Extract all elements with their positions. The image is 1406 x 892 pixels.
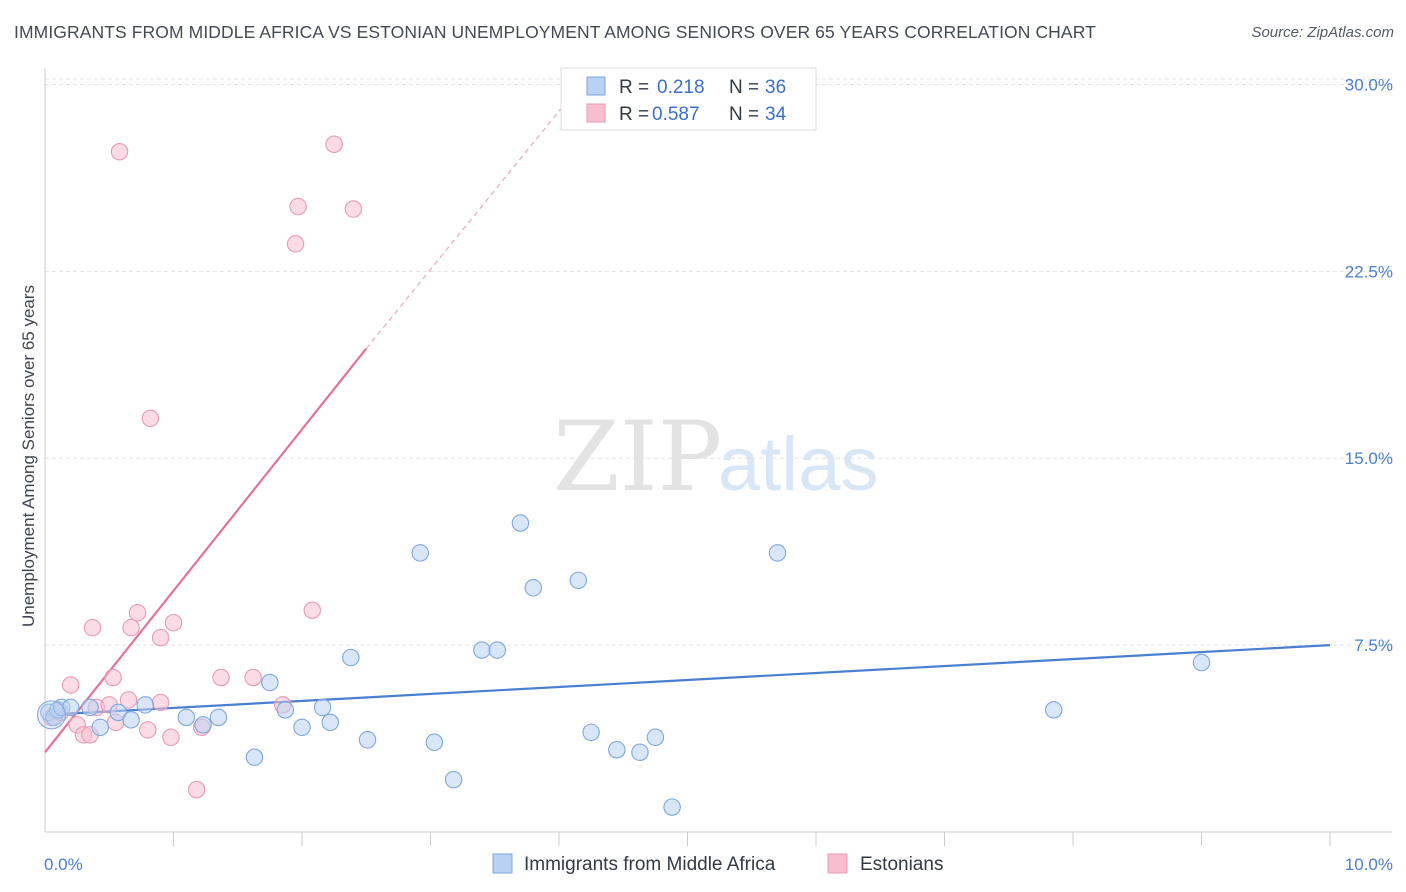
- trend-line-estonians-extension: [365, 79, 586, 349]
- point-estonians-14: [128, 603, 147, 622]
- x-tick-labels: 0.0% 10.0%: [44, 855, 1393, 874]
- point-estonians-18: [151, 628, 170, 647]
- point-immigrants-23: [444, 770, 463, 789]
- point-estonians-23: [212, 668, 230, 687]
- point-immigrants-11: [194, 716, 212, 734]
- legend-label-immigrants: Immigrants from Middle Africa: [524, 854, 776, 875]
- point-estonians-19: [162, 728, 180, 747]
- x-tick-label-1: 10.0%: [1345, 855, 1393, 874]
- trend-line-estonians: [44, 347, 368, 753]
- legend-n-value-2: 34: [765, 104, 787, 125]
- point-immigrants-19: [342, 648, 360, 667]
- point-estonians-24: [244, 668, 262, 687]
- point-estonians-26: [286, 235, 305, 253]
- point-immigrants-29: [582, 723, 600, 742]
- point-immigrants-5: [81, 698, 99, 717]
- point-immigrants-8: [122, 711, 140, 729]
- point-estonians-20: [164, 613, 183, 632]
- watermark-atlas: atlas: [718, 422, 879, 507]
- point-estonians-29: [325, 135, 343, 154]
- trend-line-immigrants: [44, 644, 1331, 716]
- point-immigrants-27: [524, 579, 543, 597]
- point-immigrants-20: [358, 731, 377, 749]
- source-label: Source: ZipAtlas.com: [1251, 24, 1394, 41]
- point-immigrants-36: [1192, 653, 1211, 672]
- point-immigrants-33: [663, 798, 681, 816]
- series-legend: Immigrants from Middle Africa Estonians: [492, 853, 943, 875]
- legend-r-value-2: 0.587: [652, 104, 700, 125]
- point-estonians-15: [139, 721, 157, 739]
- point-estonians-27: [289, 197, 307, 216]
- point-immigrants-35: [1044, 701, 1063, 719]
- x-tick-label-0: 0.0%: [44, 855, 83, 874]
- point-immigrants-17: [313, 698, 332, 717]
- point-estonians-17: [151, 693, 170, 712]
- legend-swatch-estonians: [827, 853, 848, 874]
- point-immigrants-21: [411, 544, 429, 562]
- point-immigrants-18: [321, 713, 340, 732]
- y-tick-label-0: 7.5%: [1354, 636, 1393, 655]
- point-estonians-30: [344, 200, 363, 218]
- y-tick-label-2: 22.5%: [1345, 262, 1393, 281]
- point-immigrants-9: [136, 696, 154, 714]
- point-cluster-origin: [36, 700, 66, 730]
- grid-lines: [45, 78, 1392, 646]
- watermark-zip: ZIP: [553, 401, 722, 513]
- trend-lines: [44, 79, 1331, 753]
- legend-r-label-2: R =: [619, 104, 649, 125]
- point-immigrants-28: [569, 571, 588, 590]
- point-immigrants-14: [261, 673, 279, 692]
- y-tick-label-1: 15.0%: [1345, 449, 1393, 468]
- legend-n-label-2: N =: [729, 104, 759, 125]
- point-estonians-12: [119, 691, 138, 709]
- point-immigrants-30: [608, 741, 626, 759]
- legend-r-label-1: R =: [619, 77, 649, 98]
- point-estonians-28: [303, 601, 322, 619]
- y-tick-labels: 7.5% 15.0% 22.5% 30.0%: [1345, 75, 1393, 655]
- point-estonians-21: [187, 780, 206, 799]
- point-estonians-16: [141, 409, 160, 428]
- point-immigrants-26: [511, 514, 530, 532]
- legend-swatch-pink: [586, 103, 606, 123]
- point-immigrants-31: [631, 743, 649, 762]
- point-immigrants-34: [768, 544, 787, 562]
- y-tick-label-3: 30.0%: [1345, 75, 1393, 94]
- point-immigrants-10: [177, 708, 196, 727]
- point-estonians-11: [110, 142, 129, 161]
- legend-n-value-1: 36: [765, 77, 786, 98]
- point-immigrants-16: [293, 718, 311, 737]
- legend-n-label-1: N =: [729, 77, 759, 98]
- point-immigrants-7: [109, 703, 127, 722]
- legend-swatch-blue: [586, 76, 606, 96]
- watermark: ZIP atlas: [553, 401, 879, 513]
- point-immigrants-22: [425, 733, 444, 752]
- point-estonians-9: [104, 668, 122, 687]
- stats-legend: R = 0.218 N = 36 R = 0.587 N = 34: [560, 67, 817, 131]
- point-immigrants-6: [91, 718, 110, 737]
- data-points: [36, 135, 1211, 816]
- point-immigrants-25: [488, 641, 507, 659]
- point-immigrants-12: [209, 708, 228, 727]
- point-estonians-6: [83, 618, 102, 637]
- point-immigrants-15: [276, 701, 295, 719]
- chart-title: IMMIGRANTS FROM MIDDLE AFRICA VS ESTONIA…: [14, 22, 1096, 42]
- y-axis-label: Unemployment Among Seniors over 65 years: [19, 285, 38, 627]
- point-estonians-13: [122, 618, 140, 637]
- point-immigrants-32: [646, 728, 665, 747]
- legend-label-estonians: Estonians: [860, 854, 943, 875]
- point-immigrants-4: [61, 698, 80, 717]
- legend-r-value-1: 0.218: [657, 77, 705, 98]
- point-immigrants-24: [473, 641, 491, 659]
- legend-swatch-immigrants: [492, 853, 513, 874]
- point-immigrants-13: [245, 748, 264, 766]
- point-estonians-2: [61, 676, 80, 694]
